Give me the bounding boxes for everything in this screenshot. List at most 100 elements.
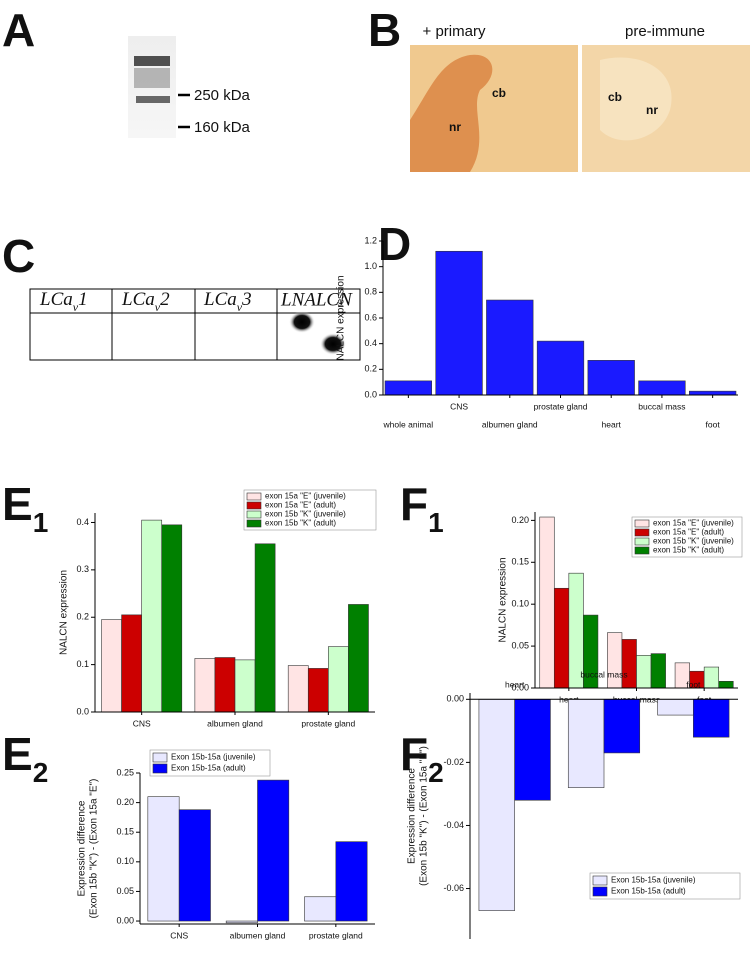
gel-smear (134, 68, 170, 88)
y-tick-label: 0.2 (76, 612, 89, 622)
letter-main: E (2, 728, 33, 780)
bar (194, 658, 216, 713)
panel-letter: E1 (2, 478, 48, 538)
panel-letter: B (368, 4, 401, 56)
y-tick-label: 0.0 (364, 389, 377, 399)
marker-label: 160 kDa (194, 119, 251, 136)
header-sub: v (155, 300, 161, 314)
bar (718, 680, 734, 689)
bar (607, 632, 623, 689)
header-text: 2 (160, 289, 170, 310)
bar (603, 699, 641, 754)
y-axis-label: (Exon 15b "K") - (Exon 15a "E") (419, 746, 430, 886)
y-tick-label: -0.02 (443, 757, 464, 767)
legend-label: exon 15a "E" (juvenile) (653, 519, 734, 528)
y-tick-label: 0.0 (76, 706, 89, 716)
letter-sub: 1 (428, 507, 444, 538)
header-text: LCa (39, 289, 73, 310)
letter-main: B (368, 4, 401, 56)
header-text: 1 (78, 289, 88, 310)
legend-label: exon 15a "E" (juvenile) (265, 492, 346, 501)
dot-blot (320, 333, 346, 355)
y-tick-label: 0.00 (446, 694, 464, 704)
letter-main: E (2, 478, 33, 530)
panel-c: LCav1 LCav2 LCav3 LNALCN (29, 288, 361, 361)
tissue (600, 57, 672, 141)
bar (178, 809, 211, 922)
legend-label: exon 15b "K" (adult) (653, 546, 724, 555)
gel-band (134, 56, 170, 66)
legend-label: exon 15b "K" (adult) (265, 519, 336, 528)
legend-swatch (246, 510, 262, 519)
panel-letter: F1 (400, 478, 444, 538)
bar (121, 614, 142, 713)
legend-label: exon 15a "E" (adult) (653, 528, 724, 537)
y-tick-label: 0.05 (511, 640, 529, 650)
letter-sub: 1 (33, 507, 49, 538)
legend-box (149, 749, 271, 777)
legend-swatch (634, 546, 650, 555)
bar (384, 380, 432, 396)
x-tick-label: albumen gland (482, 419, 538, 429)
legend-label: exon 15b "K" (juvenile) (265, 510, 346, 519)
header-text: LCa (121, 289, 155, 310)
legend-swatch (246, 501, 262, 510)
bar (478, 699, 515, 911)
legend-swatch (592, 886, 608, 897)
bar (703, 666, 720, 689)
bar (638, 380, 686, 396)
y-tick-label: 0.25 (116, 767, 134, 777)
y-tick-label: 0.05 (116, 886, 134, 896)
y-tick-label: -0.06 (443, 883, 464, 893)
x-tick-label: prostate gland (534, 401, 588, 411)
bar (621, 639, 637, 689)
y-tick-label: 0.3 (76, 564, 89, 574)
chart: 0.0 0.2 0.4 0.6 0.8 1.0 1.2 whole animal CNS albu… (336, 235, 738, 429)
letter-main: F (400, 478, 428, 530)
bar (257, 779, 290, 922)
y-axis-label: NALCN expression (498, 557, 509, 642)
x-tick-label: heart (602, 419, 622, 429)
legend-swatch (152, 752, 168, 763)
legend-swatch (634, 519, 650, 528)
region-label: nr (449, 120, 461, 134)
bar (587, 360, 635, 396)
y-tick-label: 0.15 (116, 827, 134, 837)
legend-box (589, 872, 741, 900)
letter-sub: 2 (428, 757, 444, 788)
bar (348, 604, 369, 713)
bar (567, 699, 605, 788)
y-tick-label: 0.4 (364, 338, 377, 348)
x-tick-label: prostate gland (301, 718, 355, 728)
legend-label: Exon 15b-15a (juvenile) (171, 753, 256, 762)
y-tick-label: 0.2 (364, 364, 377, 374)
panel-b: + primary pre-immune cb nr cb nr (410, 23, 750, 172)
legend-swatch (592, 875, 608, 886)
panel-letter: E2 (2, 728, 48, 788)
bar (234, 659, 256, 713)
chart: 0.00 0.05 0.10 0.15 0.20 heart buccal mass foot… (498, 512, 743, 704)
legend-label: exon 15a "E" (adult) (265, 501, 336, 510)
image-title: pre-immune (625, 23, 705, 40)
legend-swatch (246, 519, 262, 528)
letter-main: C (2, 230, 35, 282)
bar (147, 796, 180, 922)
legend-label: exon 15b "K" (juvenile) (653, 537, 734, 546)
y-tick-label: 0.15 (511, 557, 529, 567)
bar (101, 619, 122, 713)
header-sub: v (237, 300, 243, 314)
bar (689, 390, 737, 396)
panel-a: 250 kDa 160 kDa (128, 36, 251, 138)
y-tick-label: 0.4 (76, 517, 89, 527)
y-axis-label: Expression difference (77, 800, 88, 896)
y-tick-label: 0.00 (511, 682, 529, 692)
y-tick-label: 0.6 (364, 312, 377, 322)
bar (650, 653, 666, 689)
y-tick-label: 1.2 (364, 235, 377, 245)
legend-swatch (246, 492, 262, 501)
bar (304, 896, 337, 922)
y-tick-label: 0.8 (364, 287, 377, 297)
x-tick-label: albumen gland (230, 930, 286, 940)
header-sub: v (73, 300, 79, 314)
